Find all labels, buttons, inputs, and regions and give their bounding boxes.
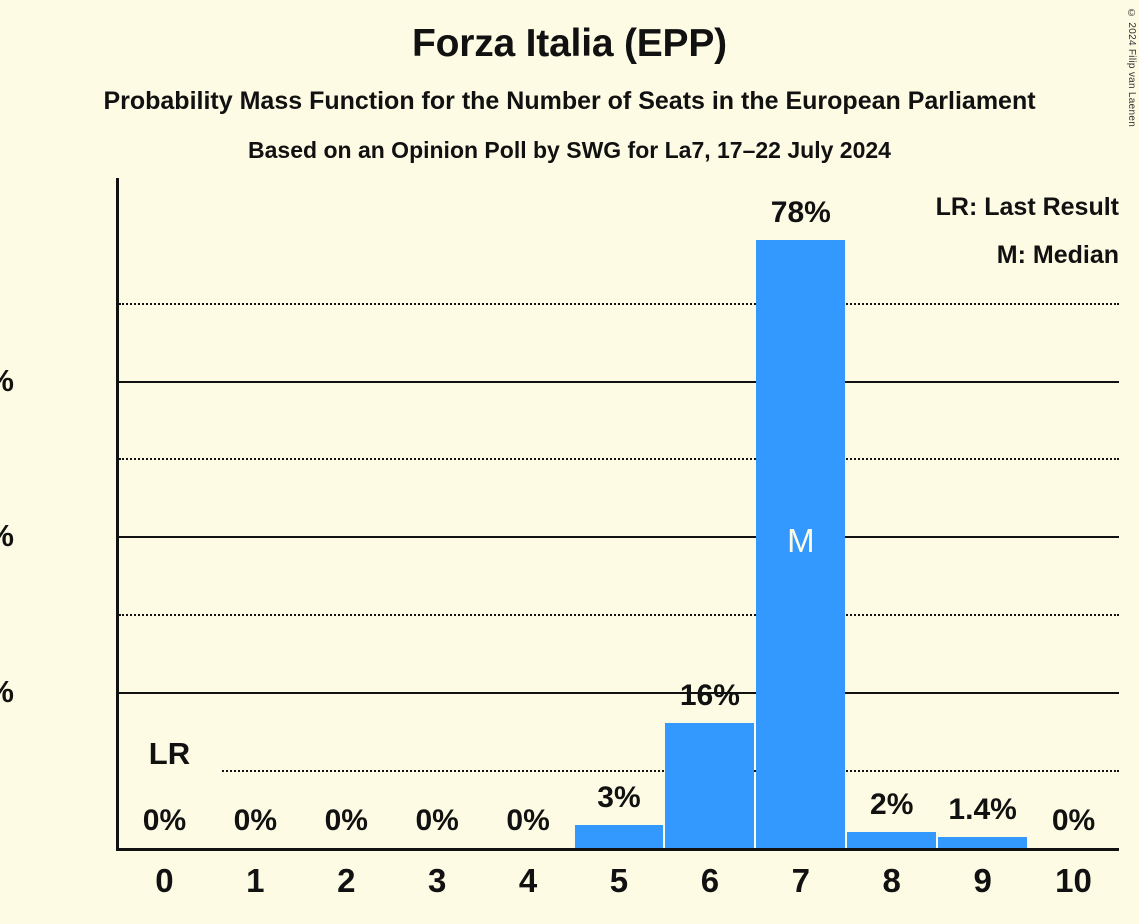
x-axis-tick-label: 3 [427, 862, 447, 899]
legend-entry: LR: Last Result [935, 193, 1119, 221]
x-axis-line [116, 848, 1119, 851]
bar [756, 240, 846, 848]
x-axis-tick-label: 10 [1055, 862, 1092, 899]
median-marker: M [787, 522, 815, 560]
gridline-minor [119, 770, 1119, 773]
gridline-minor [119, 302, 1119, 305]
gridline-major [119, 692, 1119, 695]
page-title: Forza Italia (EPP) [412, 22, 727, 65]
bar [574, 824, 664, 848]
bar-value-label: 2% [870, 788, 914, 822]
chart-legend: LR: Last Result M: Median [936, 183, 1119, 279]
bar-value-label: 1.4% [948, 793, 1017, 827]
x-axis-tick-label: 5 [609, 862, 629, 899]
x-axis-tick-label: 6 [700, 862, 720, 899]
x-axis-tick-label: 0 [155, 862, 174, 899]
bar-value-label: 78% [770, 196, 831, 230]
gridline-major [119, 380, 1119, 383]
bar-value-label: 3% [597, 780, 641, 814]
x-axis-tick-label: 2 [337, 862, 356, 899]
bar [938, 837, 1028, 848]
bar [665, 723, 755, 848]
bar-value-label: 0% [415, 804, 459, 837]
copyright-notice: © 2024 Filip van Laenen [1126, 8, 1137, 128]
bar-value-label: 0% [324, 804, 368, 837]
chart-source-note: Based on an Opinion Poll by SWG for La7,… [248, 137, 891, 163]
x-axis-tick-label: 4 [518, 862, 538, 899]
bar-value-label: 16% [679, 679, 740, 713]
bar-value-label: 0% [233, 804, 278, 837]
plot-area: 0% 0% 0% 0% 0% 3% 16% 78% 2% 1.4% 0% M LR [116, 178, 1119, 851]
x-axis-tick-label: 1 [246, 862, 265, 899]
y-axis-tick-label: 60% [0, 363, 14, 399]
gridline-minor [119, 614, 1119, 617]
y-axis-tick-label: 20% [0, 674, 14, 710]
y-axis-line [116, 178, 119, 848]
last-result-marker: LR [119, 736, 220, 773]
legend-entry: M: Median [996, 241, 1119, 269]
bar-value-label: 0% [506, 804, 550, 837]
bar-value-label: 0% [142, 804, 187, 837]
x-axis-tick-label: 8 [882, 862, 901, 899]
bar [847, 832, 937, 848]
y-axis-tick-label: 40% [0, 518, 14, 554]
x-axis-tick-label: 7 [791, 862, 810, 899]
x-axis-tick-label: 9 [973, 862, 992, 899]
gridline-major [119, 536, 1119, 539]
chart-subtitle: Probability Mass Function for the Number… [103, 87, 1036, 115]
gridline-minor [119, 458, 1119, 461]
bar-value-label: 0% [1051, 804, 1096, 837]
